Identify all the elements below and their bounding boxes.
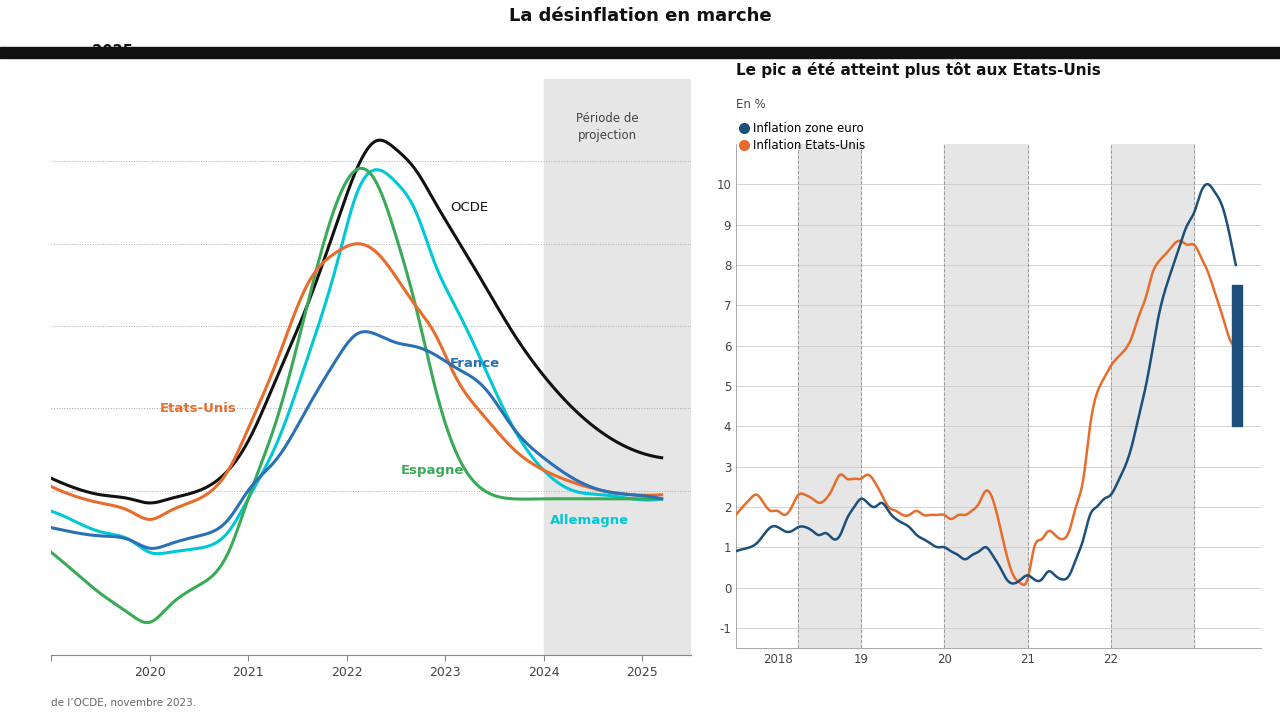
Bar [945, 144, 1028, 648]
Text: de l’OCDE, novembre 2023.: de l’OCDE, novembre 2023. [51, 698, 196, 708]
Bar [1111, 144, 1194, 648]
Bar [799, 144, 861, 648]
Text: En %: En % [736, 98, 765, 111]
Bar [0, 48, 1280, 58]
Text: Etats-Unis: Etats-Unis [160, 402, 237, 415]
Legend: Inflation zone euro, Inflation Etats-Unis: Inflation zone euro, Inflation Etats-Uni… [742, 122, 865, 152]
Text: Allemagne: Allemagne [550, 513, 630, 526]
Text: n en 2025: n en 2025 [51, 44, 133, 59]
Text: Période de
projection: Période de projection [576, 112, 639, 142]
Text: Le pic a été atteint plus tôt aux Etats-Unis: Le pic a été atteint plus tôt aux Etats-… [736, 63, 1101, 78]
Text: Espagne: Espagne [401, 464, 465, 477]
Text: OCDE: OCDE [451, 201, 488, 214]
Bar [1231, 285, 1242, 426]
Bar [544, 79, 691, 655]
Text: La désinflation en marche: La désinflation en marche [508, 7, 772, 25]
Text: France: France [451, 357, 500, 370]
